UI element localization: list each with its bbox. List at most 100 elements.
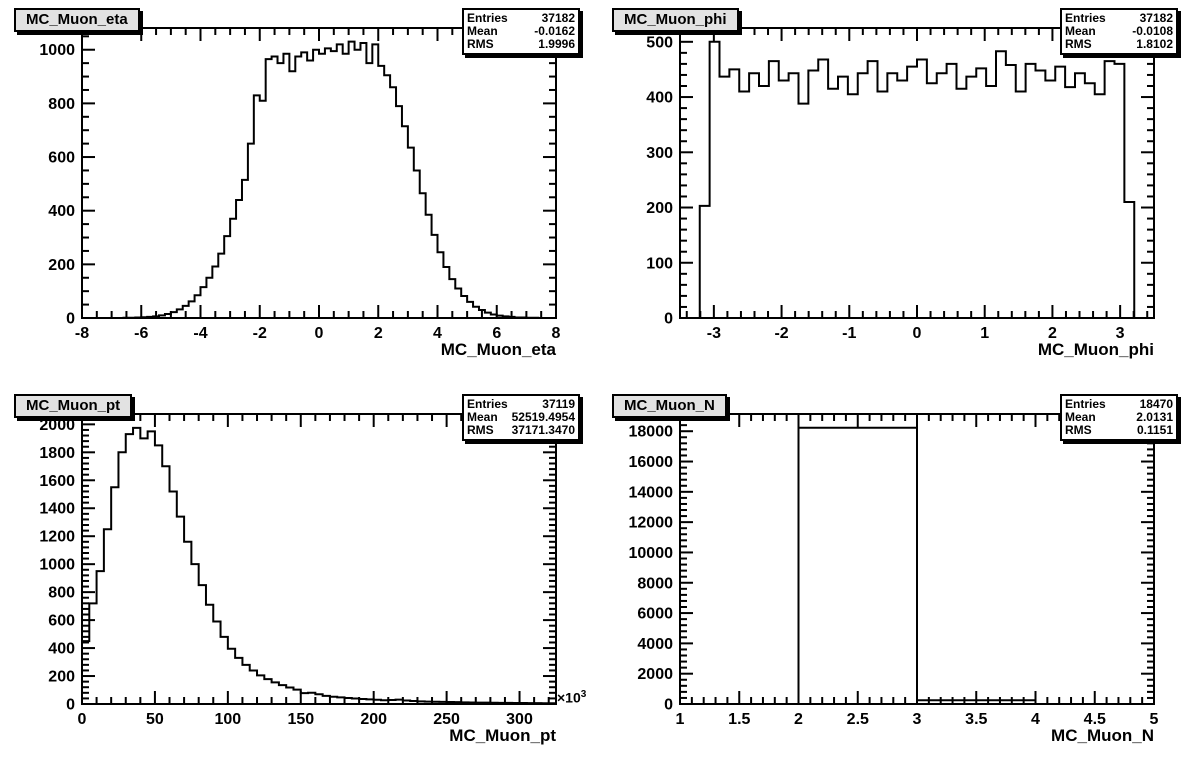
pt-histogram-plot[interactable]: 0 50 100 150 200 250 300 0 200 400 600 800 1000 1200 1… (0, 386, 598, 772)
svg-text:1: 1 (980, 325, 989, 342)
stat-value: 1.8102 (1136, 37, 1173, 51)
svg-text:1800: 1800 (39, 445, 75, 462)
svg-text:1: 1 (676, 711, 685, 728)
svg-text:2000: 2000 (39, 417, 75, 434)
stat-row: Entries 37182 (1065, 12, 1173, 25)
axis-exponent-label: ×103 (557, 689, 586, 706)
stat-value: 37182 (1139, 11, 1173, 25)
stat-label: Entries (1065, 11, 1106, 25)
stat-row: Mean 52519.4954 (467, 411, 575, 424)
stat-label: Entries (467, 11, 508, 25)
stats-box[interactable]: Entries 37182 Mean -0.0108 RMS 1.8102 (1060, 8, 1178, 55)
svg-text:0: 0 (78, 711, 87, 728)
histogram-title-box[interactable]: MC_Muon_phi (612, 8, 739, 32)
histogram-title-box[interactable]: MC_Muon_pt (14, 394, 133, 418)
pad-mc-muon-eta[interactable]: -8 -6 -4 -2 0 2 4 6 8 0 200 400 600 800 1000 MC_Muon_e… (0, 0, 598, 386)
svg-text:2: 2 (794, 711, 803, 728)
stat-label: Mean (467, 24, 498, 38)
svg-text:-1: -1 (842, 325, 856, 342)
svg-text:0: 0 (664, 697, 673, 714)
stat-value: 37182 (541, 11, 575, 25)
eta-histogram-plot[interactable]: -8 -6 -4 -2 0 2 4 6 8 0 200 400 600 800 1000 (0, 0, 598, 386)
stat-row: RMS 37171.3470 (467, 424, 575, 437)
svg-text:1400: 1400 (39, 501, 75, 518)
svg-text:2.5: 2.5 (847, 711, 869, 728)
x-axis-title: MC_Muon_eta (440, 340, 556, 359)
stat-value: 52519.4954 (511, 410, 575, 424)
svg-text:12000: 12000 (629, 515, 674, 532)
svg-text:100: 100 (214, 711, 241, 728)
stat-row: RMS 1.8102 (1065, 38, 1173, 51)
histogram-title: MC_Muon_pt (26, 397, 121, 414)
svg-text:4: 4 (433, 325, 442, 342)
svg-text:-2: -2 (253, 325, 267, 342)
stat-value: 0.1151 (1136, 423, 1173, 437)
stats-box[interactable]: Entries 37119 Mean 52519.4954 RMS 37171.347… (462, 394, 580, 441)
svg-text:2: 2 (1048, 325, 1057, 342)
svg-text:10000: 10000 (629, 545, 674, 562)
svg-text:6000: 6000 (637, 606, 673, 623)
svg-text:18000: 18000 (629, 424, 674, 441)
x-axis-title: MC_Muon_pt (449, 726, 556, 745)
svg-text:1600: 1600 (39, 473, 75, 490)
stat-row: Mean 2.0131 (1065, 411, 1173, 424)
stats-box[interactable]: Entries 37182 Mean -0.0162 RMS 1.9996 (462, 8, 580, 55)
exponent-power: 3 (580, 689, 587, 700)
svg-text:4.5: 4.5 (1084, 711, 1106, 728)
svg-text:-4: -4 (193, 325, 207, 342)
stat-row: RMS 0.1151 (1065, 424, 1173, 437)
pad-mc-muon-phi[interactable]: -3 -2 -1 0 1 2 3 0 100 200 300 400 500 MC_Muon_phi E… (598, 0, 1196, 386)
svg-text:800: 800 (48, 585, 75, 602)
svg-text:600: 600 (48, 150, 75, 167)
stat-label: Mean (1065, 24, 1096, 38)
svg-text:16000: 16000 (629, 454, 674, 471)
stat-value: -0.0162 (534, 24, 575, 38)
svg-text:400: 400 (48, 641, 75, 658)
svg-text:1000: 1000 (39, 557, 75, 574)
svg-text:0: 0 (315, 325, 324, 342)
svg-text:6: 6 (492, 325, 501, 342)
stat-row: Mean -0.0108 (1065, 25, 1173, 38)
svg-text:250: 250 (433, 711, 460, 728)
stat-row: Entries 18470 (1065, 398, 1173, 411)
svg-text:600: 600 (48, 613, 75, 630)
pad-mc-muon-n[interactable]: 1 1.5 2 2.5 3 3.5 4 4.5 5 0 2000 4000 6000 8000 10000 1… (598, 386, 1196, 772)
histogram-title-box[interactable]: MC_Muon_eta (14, 8, 140, 32)
stat-value: 37119 (542, 397, 575, 411)
pad-mc-muon-pt[interactable]: 0 50 100 150 200 250 300 0 200 400 600 800 1000 1200 1… (0, 386, 598, 772)
svg-text:0: 0 (664, 311, 673, 328)
svg-text:0: 0 (66, 697, 75, 714)
svg-text:100: 100 (646, 255, 673, 272)
svg-text:5: 5 (1150, 711, 1159, 728)
stat-row: Entries 37119 (467, 398, 575, 411)
stats-box[interactable]: Entries 18470 Mean 2.0131 RMS 0.1151 (1060, 394, 1178, 441)
svg-text:3: 3 (1116, 325, 1125, 342)
svg-text:-2: -2 (774, 325, 788, 342)
stat-row: Entries 37182 (467, 12, 575, 25)
svg-text:800: 800 (48, 96, 75, 113)
phi-histogram-plot[interactable]: -3 -2 -1 0 1 2 3 0 100 200 300 400 500 (598, 0, 1196, 386)
svg-text:8000: 8000 (637, 575, 673, 592)
stat-value: 37171.3470 (511, 423, 575, 437)
exponent-base: ×10 (557, 689, 581, 706)
x-axis-title: MC_Muon_N (1051, 726, 1154, 745)
svg-text:3: 3 (913, 711, 922, 728)
stat-value: 18470 (1139, 397, 1173, 411)
svg-text:1000: 1000 (39, 42, 75, 59)
stat-label: Mean (467, 410, 498, 424)
svg-text:200: 200 (646, 200, 673, 217)
stat-label: RMS (1065, 37, 1092, 51)
stat-value: 1.9996 (538, 37, 575, 51)
histogram-title-box[interactable]: MC_Muon_N (612, 394, 727, 418)
svg-text:1200: 1200 (39, 529, 75, 546)
n-histogram-plot[interactable]: 1 1.5 2 2.5 3 3.5 4 4.5 5 0 2000 4000 6000 8000 10000 1… (598, 386, 1196, 772)
stat-label: RMS (1065, 423, 1092, 437)
histogram-title: MC_Muon_phi (624, 11, 727, 28)
stat-value: 2.0131 (1136, 410, 1173, 424)
svg-text:2000: 2000 (637, 666, 673, 683)
svg-text:0: 0 (913, 325, 922, 342)
stat-label: RMS (467, 37, 494, 51)
svg-text:-3: -3 (707, 325, 721, 342)
svg-text:0: 0 (66, 311, 75, 328)
